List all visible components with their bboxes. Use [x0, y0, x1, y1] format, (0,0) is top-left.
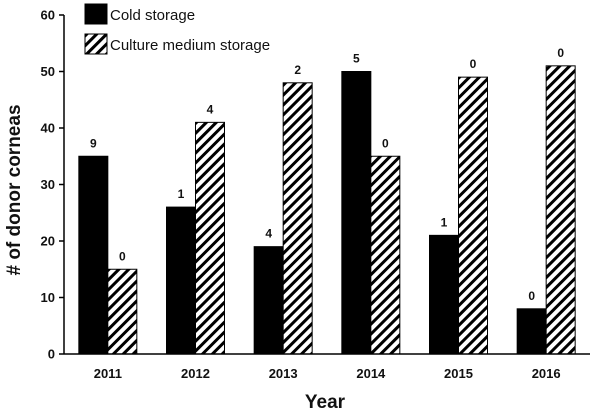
data-label: 4: [265, 227, 272, 241]
bar-cold-storage: [253, 246, 284, 355]
bar-cold-storage: [166, 206, 196, 355]
data-label: 4: [207, 102, 214, 116]
data-label: 0: [382, 136, 389, 150]
data-label: 0: [557, 46, 564, 60]
bar-culture-medium-storage: [458, 76, 488, 355]
bar-cold-storage: [516, 308, 547, 355]
y-tick-label: 0: [48, 347, 55, 362]
data-labels-group: 9 0 1 4 4 2 5 0 1 0 0 0: [90, 46, 564, 303]
x-tick-label: 2016: [532, 366, 561, 381]
data-label: 0: [470, 57, 477, 71]
bar-culture-medium-storage: [282, 82, 313, 355]
bar-cold-storage: [78, 155, 109, 355]
axes-group: [63, 15, 590, 355]
bar-culture-medium-storage: [107, 268, 138, 355]
data-label: 1: [441, 215, 448, 229]
bar-culture-medium-storage: [545, 65, 576, 355]
x-tick-label: 2014: [356, 366, 386, 381]
x-tick-label: 2011: [94, 366, 122, 381]
x-tick-label: 2013: [269, 366, 298, 381]
bar-cold-storage: [341, 71, 372, 355]
data-label: 9: [90, 136, 97, 150]
y-axis-title: # of donor corneas: [4, 104, 25, 275]
y-tick-label: 20: [41, 234, 55, 249]
bar-cold-storage: [429, 234, 459, 355]
bar-culture-medium-storage: [195, 121, 225, 355]
y-tick-label: 10: [41, 290, 55, 305]
legend-swatch-culture-medium-storage: [84, 33, 108, 55]
legend-label-culture-medium-storage: Culture medium storage: [110, 37, 270, 54]
legend: Cold storage Culture medium storage: [84, 3, 270, 55]
data-label: 1: [178, 187, 185, 201]
data-label: 5: [353, 52, 360, 66]
x-axis-title: Year: [305, 392, 346, 413]
y-tick-label: 30: [41, 177, 55, 192]
y-tick-label: 50: [41, 64, 55, 79]
data-label: 0: [119, 249, 126, 263]
x-tick-label: 2012: [181, 366, 210, 381]
y-tick-label: 40: [41, 121, 55, 136]
y-ticks-group: 0 10 20 30 40 50 60: [41, 8, 64, 362]
y-tick-label: 60: [41, 8, 55, 23]
x-tick-label: 2015: [444, 366, 473, 381]
legend-swatch-cold-storage: [84, 3, 108, 25]
bar-culture-medium-storage: [370, 155, 401, 355]
legend-label-cold-storage: Cold storage: [110, 7, 195, 24]
data-label: 2: [294, 63, 301, 77]
x-ticks-group: 2011 2012 2013 2014 2015 2016: [94, 366, 561, 381]
bars-group: [78, 65, 576, 355]
data-label: 0: [528, 289, 535, 303]
